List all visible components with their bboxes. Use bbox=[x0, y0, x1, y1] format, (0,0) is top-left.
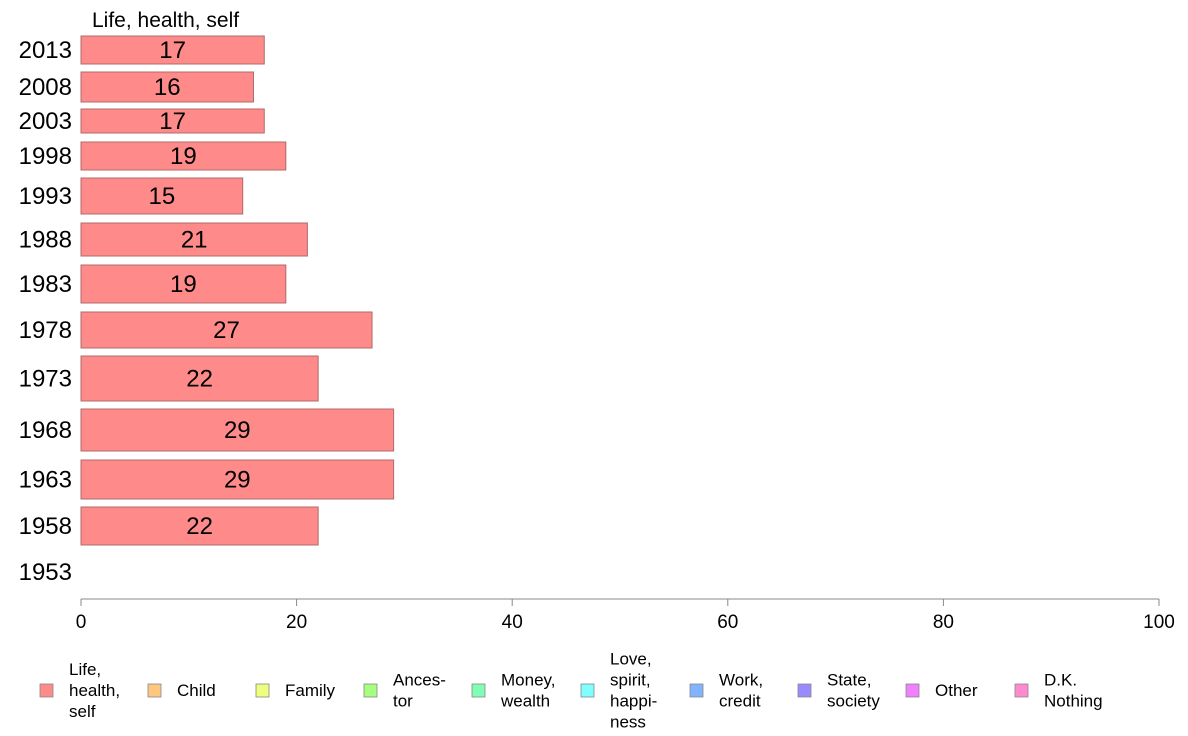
legend-label: credit bbox=[719, 692, 761, 711]
legend-label: tor bbox=[393, 692, 413, 711]
legend-entry: Other bbox=[905, 681, 978, 700]
legend-label: health, bbox=[69, 681, 120, 700]
bar bbox=[80, 506, 319, 546]
year-label: 1988 bbox=[19, 227, 72, 254]
legend-swatch bbox=[1014, 683, 1029, 698]
series-title: Life, health, self bbox=[92, 9, 239, 32]
year-label: 1968 bbox=[19, 417, 72, 444]
bar bbox=[80, 264, 287, 304]
legend-entry: Money, wealth bbox=[471, 671, 556, 711]
bar-value-label: 16 bbox=[154, 74, 181, 101]
legend-label: self bbox=[69, 702, 96, 721]
bar-value-label: 19 bbox=[170, 271, 197, 298]
bar-value-label: 19 bbox=[170, 143, 197, 170]
legend-label: society bbox=[827, 692, 880, 711]
legend-label: happi- bbox=[610, 692, 657, 711]
legend-label: Money, bbox=[501, 671, 556, 690]
bar-value-label: 27 bbox=[213, 317, 240, 344]
legend-label: Other bbox=[935, 681, 978, 700]
bar bbox=[80, 177, 244, 215]
year-label: 1953 bbox=[19, 559, 72, 586]
year-label: 2003 bbox=[19, 108, 72, 135]
legend-swatch bbox=[363, 683, 378, 698]
legend-label: wealth bbox=[500, 692, 550, 711]
bar bbox=[80, 71, 254, 103]
bar bbox=[80, 355, 319, 402]
legend-entry: Work, credit bbox=[689, 671, 763, 711]
bar-value-label: 21 bbox=[181, 227, 208, 254]
year-label: 1998 bbox=[19, 143, 72, 170]
legend-entry: Love, spirit, happi-ness bbox=[580, 650, 657, 732]
bar bbox=[80, 459, 395, 500]
legend-label: Ances- bbox=[393, 671, 446, 690]
bar bbox=[80, 222, 308, 257]
legend-swatch bbox=[905, 683, 920, 698]
legend-label: Nothing bbox=[1044, 692, 1103, 711]
x-tick-label: 60 bbox=[717, 612, 738, 633]
legend-label: D.K. bbox=[1044, 671, 1077, 690]
legend-label: ness bbox=[610, 713, 646, 732]
legend-swatch bbox=[689, 683, 704, 698]
bar bbox=[80, 311, 373, 349]
bar bbox=[80, 408, 395, 452]
bar-value-label: 29 bbox=[224, 417, 251, 444]
legend-label: spirit, bbox=[610, 671, 651, 690]
bar-value-label: 15 bbox=[148, 183, 175, 210]
legend-swatch bbox=[39, 683, 54, 698]
bar-value-label: 29 bbox=[224, 467, 251, 494]
bar bbox=[80, 108, 265, 134]
bar-value-label: 22 bbox=[186, 513, 213, 540]
legend-entry: Life, health, self bbox=[39, 660, 120, 721]
year-label: 1973 bbox=[19, 366, 72, 393]
year-label: 2013 bbox=[19, 37, 72, 64]
legend-label: Work, bbox=[719, 671, 763, 690]
legend-entry: State, society bbox=[797, 671, 880, 711]
bar-value-label: 17 bbox=[159, 108, 186, 135]
legend-label: State, bbox=[827, 671, 871, 690]
legend-label: Family bbox=[285, 681, 336, 700]
year-label: 1993 bbox=[19, 183, 72, 210]
legend-entry: Ances-tor bbox=[363, 671, 446, 711]
year-label: 1963 bbox=[19, 467, 72, 494]
x-tick-label: 20 bbox=[286, 612, 307, 633]
year-label: 1983 bbox=[19, 271, 72, 298]
legend-entry: Family bbox=[255, 681, 336, 700]
legend-swatch bbox=[255, 683, 270, 698]
legend-label: Life, bbox=[69, 660, 101, 679]
year-label: 1958 bbox=[19, 513, 72, 540]
legend-entry: Child bbox=[147, 681, 216, 700]
bar-value-label: 22 bbox=[186, 366, 213, 393]
x-tick-label: 40 bbox=[502, 612, 523, 633]
bar-value-label: 17 bbox=[159, 37, 186, 64]
legend-swatch bbox=[797, 683, 812, 698]
year-labels: 2013 2008 2003 1998 1993 1988 1983 1978 1973 1968… bbox=[19, 37, 72, 586]
legend-swatch bbox=[147, 683, 162, 698]
legend-swatch bbox=[580, 683, 595, 698]
year-label: 1978 bbox=[19, 317, 72, 344]
x-tick-label: 0 bbox=[76, 612, 87, 633]
legend-entry: D.K. Nothing bbox=[1014, 671, 1103, 711]
legend: Life, health, self Child Family Ances-tor Mone… bbox=[39, 650, 1103, 732]
year-label: 2008 bbox=[19, 74, 72, 101]
x-tick-label: 80 bbox=[933, 612, 954, 633]
legend-swatch bbox=[471, 683, 486, 698]
legend-label: Child bbox=[177, 681, 216, 700]
x-axis: 0 20 40 60 80 100 bbox=[76, 598, 1175, 633]
legend-label: Love, bbox=[610, 650, 652, 669]
bar bbox=[80, 141, 287, 171]
bar bbox=[80, 35, 265, 65]
x-tick-label: 100 bbox=[1143, 612, 1175, 633]
